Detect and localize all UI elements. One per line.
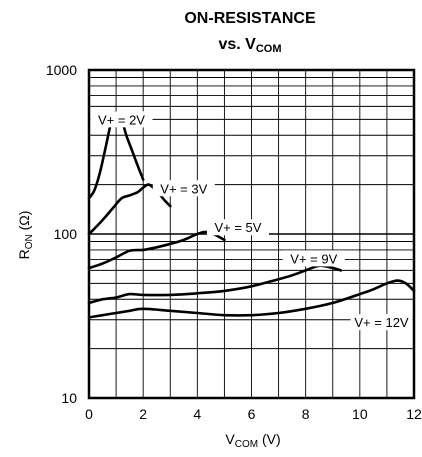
series-label-3: V+ = 5V (214, 220, 261, 235)
series-label-4: V+ = 9V (290, 251, 337, 266)
series-label-background-4 (282, 250, 345, 267)
chart-title-line-1: ON-RESISTANCE (184, 10, 316, 27)
x-tick-label: 6 (248, 406, 256, 422)
x-tick-label: 4 (193, 406, 201, 422)
series-label-background-3 (206, 219, 269, 236)
series-line-5 (87, 279, 416, 319)
y-tick-label: 10 (61, 390, 77, 406)
x-tick-label: 10 (352, 406, 368, 422)
y-axis-label: RON (Ω) (16, 211, 35, 260)
series-labels: V+ = 2V V+ = 3V V+ = 5V V+ = 9V V+ = 12V (90, 111, 413, 331)
plot-grid (89, 70, 414, 398)
series-label-1: V+ = 2V (98, 112, 145, 127)
y-tick-label: 100 (54, 226, 78, 242)
series-line-4 (87, 264, 343, 305)
y-tick-label: 1000 (46, 62, 77, 78)
series-label-5: V+ = 12V (354, 315, 409, 330)
series-label-background-1 (90, 111, 153, 128)
x-tick-label: 8 (302, 406, 310, 422)
chart-title-line-2: vs. VCOM (218, 36, 281, 55)
series-label-background-5 (350, 314, 413, 331)
x-tick-label: 12 (406, 406, 422, 422)
series-label-background-2 (152, 180, 215, 197)
x-axis-label: VCOM (V) (225, 431, 280, 450)
axis-ticks: 0 2 4 6 8 10 12 10 100 1000 (46, 62, 422, 422)
x-tick-label: 2 (139, 406, 147, 422)
x-tick-label: 0 (85, 406, 93, 422)
series-label-2: V+ = 3V (160, 181, 207, 196)
